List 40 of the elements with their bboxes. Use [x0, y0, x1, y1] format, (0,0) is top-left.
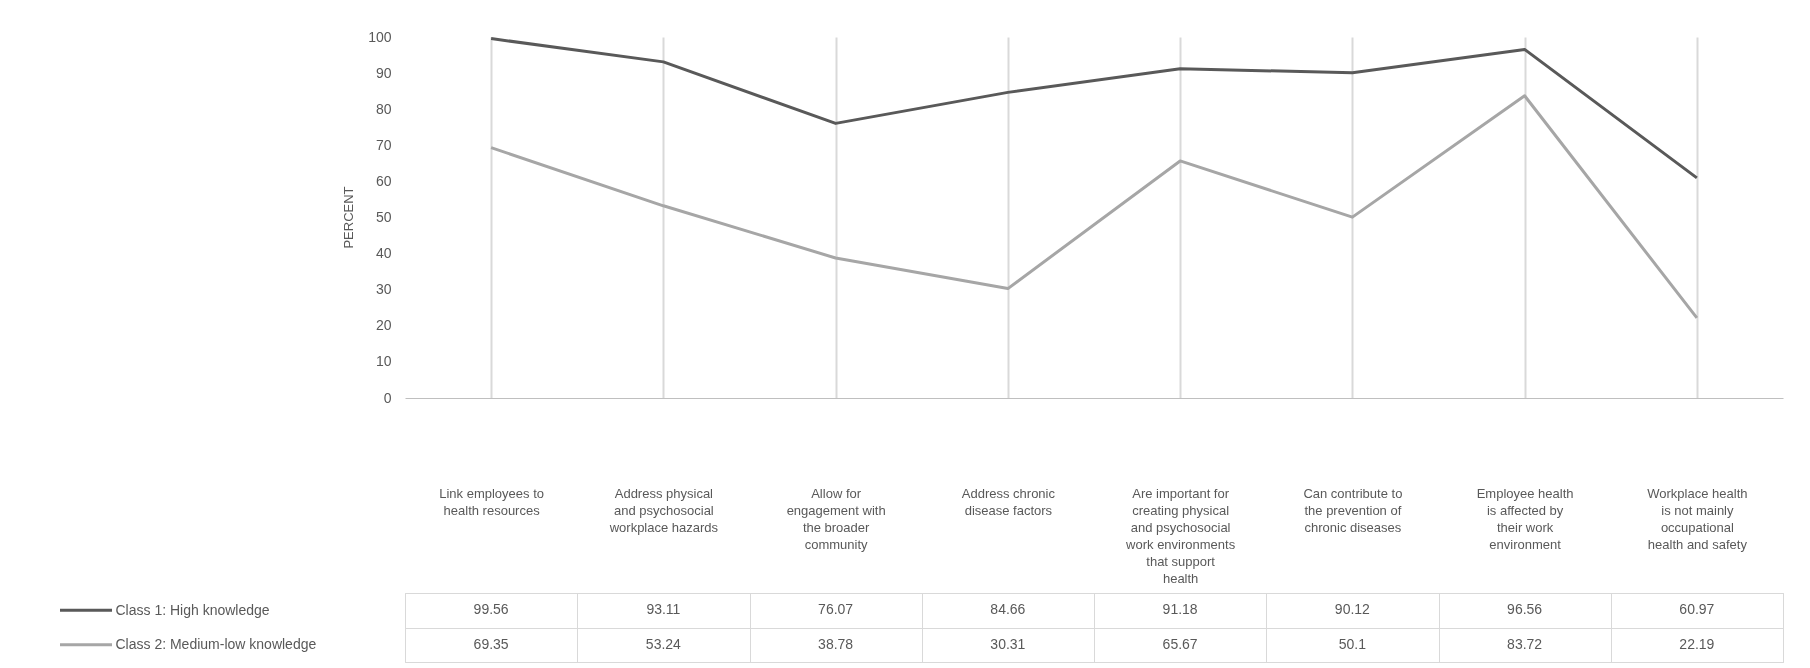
data-label: 65.67 — [1162, 635, 1198, 652]
x-tick-label: Workplace health is not mainly occupational health and safety — [1647, 485, 1748, 552]
y-tick-label: 60 — [375, 172, 392, 189]
legend-label: Class 1: High knowledge — [115, 601, 270, 618]
x-tick-label: Address physical and psychosocial workplace hazards — [608, 485, 719, 535]
data-label: 69.35 — [473, 635, 509, 652]
y-tick-label: 30 — [375, 281, 392, 298]
x-tick-label: Address chronic disease factors — [961, 485, 1056, 518]
y-tick-label: 50 — [375, 209, 392, 225]
data-label: 99.56 — [473, 601, 509, 618]
data-label: 93.11 — [646, 601, 681, 618]
data-label: 50.1 — [1338, 635, 1367, 652]
y-tick-label: 40 — [375, 245, 392, 262]
y-tick-label: 100 — [368, 28, 392, 45]
data-label: 84.66 — [990, 601, 1026, 618]
y-tick-label: 90 — [375, 64, 392, 81]
data-label: 76.07 — [818, 601, 854, 618]
data-label: 30.31 — [990, 635, 1026, 652]
y-axis-title: PERCENT — [340, 186, 356, 249]
line-series — [489, 94, 1699, 320]
data-label: 22.19 — [1679, 635, 1715, 652]
y-tick-label: 70 — [375, 136, 392, 153]
data-label: 38.78 — [818, 635, 854, 652]
x-tick-label: Link employees to health resources — [439, 485, 545, 518]
x-tick-label: Employee health is affected by their work environment — [1476, 485, 1574, 552]
data-label: 91.18 — [1162, 601, 1198, 618]
y-tick-label: 80 — [375, 100, 392, 117]
data-label: 53.24 — [645, 635, 682, 652]
y-tick-label: 0 — [383, 389, 392, 406]
x-tick-label: Allow for engagement with the broader community — [786, 485, 886, 552]
data-label: 83.72 — [1507, 635, 1543, 652]
data-label: 60.97 — [1679, 601, 1715, 618]
x-tick-label: Can contribute to the prevention of chronic diseases — [1303, 485, 1403, 535]
x-tick-label: Are important for creating physical and psychosocial work environments that support health — [1125, 485, 1236, 586]
legend-label: Class 2: Medium-low knowledge — [115, 636, 317, 653]
line-series — [489, 37, 1699, 180]
y-tick-label: 10 — [375, 353, 392, 370]
data-label: 90.12 — [1334, 601, 1371, 618]
data-label: 96.56 — [1507, 601, 1543, 618]
y-tick-label: 20 — [375, 317, 392, 334]
